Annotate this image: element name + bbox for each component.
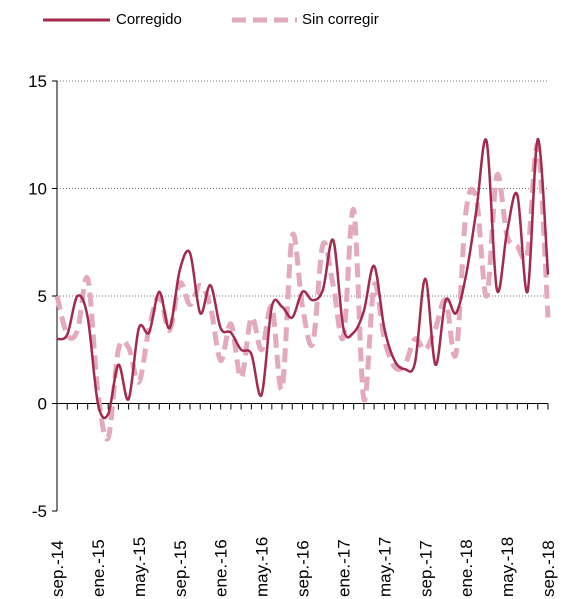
legend-label: Sin corregir [302,11,379,28]
legend: Corregido Sin corregir [43,11,379,28]
x-tick-label: sep.-14 [48,540,67,597]
y-tick-label: 10 [28,180,47,199]
y-tick-label: 5 [38,287,47,306]
legend-label: Corregido [116,11,182,28]
series-line [54,142,551,442]
x-tick-label: ene.-18 [457,539,476,597]
y-tick-label: 15 [28,72,47,91]
x-tick-label: sep.-17 [416,540,435,597]
y-tick-label: 0 [38,395,47,414]
x-tick-label: may.-16 [253,537,272,597]
x-tick-label: may.-18 [498,537,517,597]
x-tick-label: ene.-17 [334,539,353,597]
x-tick-label: sep.-15 [171,540,190,597]
x-tick-label: ene.-16 [212,539,231,597]
x-tick-label: ene.-15 [89,539,108,597]
x-tick-label: may.-17 [375,537,394,597]
x-tick-label: sep.-18 [539,540,558,597]
y-tick-label: -5 [32,502,47,521]
series-line [56,137,550,420]
x-tick-label: sep.-16 [294,540,313,597]
x-tick-label: may.-15 [130,537,149,597]
